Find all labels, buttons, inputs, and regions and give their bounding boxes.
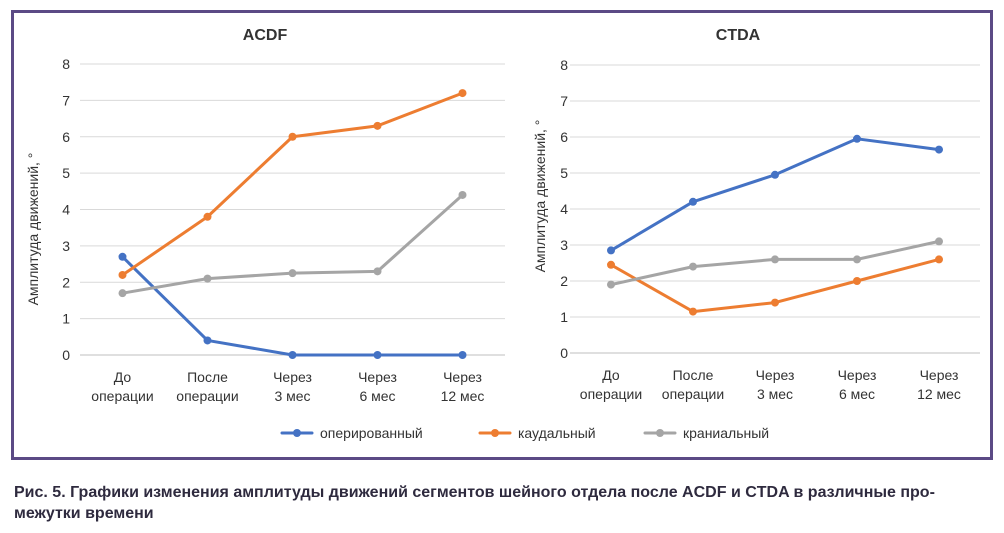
- data-point: [935, 145, 943, 154]
- data-point: [853, 255, 861, 264]
- x-tick-label: Через: [920, 367, 959, 383]
- x-tick-label: До: [114, 369, 132, 385]
- x-tick-label: 6 мес: [839, 386, 875, 402]
- y-tick-label: 5: [62, 165, 70, 181]
- data-point: [118, 270, 127, 279]
- legend-marker: [491, 429, 499, 437]
- legend-label: каудальный: [518, 425, 596, 441]
- chart-1: ACDF Амплитуда движений, ° 0 1 2 3 4 5 6 7 8 До опер…: [25, 27, 505, 404]
- data-point: [771, 170, 779, 179]
- chart-title: ACDF: [243, 27, 288, 44]
- data-point: [373, 267, 382, 276]
- data-point: [771, 255, 779, 264]
- y-tick-label: 7: [560, 93, 568, 109]
- x-tick-label: операции: [91, 388, 153, 404]
- legend-marker: [293, 429, 301, 437]
- x-tick-label: Через: [358, 369, 397, 385]
- y-tick-label: 1: [560, 309, 568, 325]
- data-point: [935, 255, 943, 264]
- data-point: [689, 262, 697, 271]
- data-point: [373, 121, 382, 130]
- data-point: [771, 298, 779, 307]
- y-tick-label: 0: [560, 345, 568, 361]
- y-axis-label: Амплитуда движений, °: [532, 120, 548, 273]
- data-point: [689, 307, 697, 316]
- series-line: [609, 137, 941, 252]
- caption-line-2: межутки времени: [14, 505, 154, 522]
- series-line: [121, 91, 464, 277]
- data-point: [607, 280, 615, 289]
- data-point: [288, 132, 297, 141]
- data-point: [203, 336, 212, 345]
- x-tick-label: После: [187, 369, 228, 385]
- data-point: [373, 351, 382, 359]
- y-tick-label: 8: [560, 57, 568, 73]
- y-tick-label: 6: [560, 129, 568, 145]
- x-tick-label: Через: [443, 369, 482, 385]
- x-tick-label: 3 мес: [274, 388, 310, 404]
- x-tick-label: До: [602, 367, 620, 383]
- data-point: [689, 197, 697, 206]
- legend-label: краниальный: [683, 425, 769, 441]
- y-tick-label: 3: [62, 238, 70, 254]
- x-tick-label: 6 мес: [359, 388, 395, 404]
- x-tick-label: После: [673, 367, 714, 383]
- x-tick-label: операции: [662, 386, 724, 402]
- y-tick-label: 2: [560, 273, 568, 289]
- data-point: [288, 351, 297, 359]
- figure-caption: Рис. 5. Графики изменения амплитуды движ…: [14, 482, 990, 524]
- chart-2: CTDA Амплитуда движений, ° 0 1 2 3 4 5 6 7 8 До опер…: [532, 27, 980, 402]
- y-tick-label: 1: [62, 311, 70, 327]
- data-point: [118, 252, 127, 261]
- data-point: [853, 134, 861, 143]
- data-point: [203, 274, 212, 283]
- figure-frame: [11, 10, 993, 460]
- data-point: [118, 289, 127, 298]
- x-tick-label: Через: [756, 367, 795, 383]
- legend-item: каудальный: [478, 425, 596, 441]
- x-tick-label: 12 мес: [441, 388, 485, 404]
- x-tick-label: 12 мес: [917, 386, 961, 402]
- x-tick-label: операции: [176, 388, 238, 404]
- legend: оперированный каудальный краниальный: [280, 425, 769, 441]
- y-tick-label: 4: [560, 201, 568, 217]
- data-point: [203, 212, 212, 221]
- y-tick-label: 2: [62, 274, 70, 290]
- legend-marker: [656, 429, 664, 437]
- data-point: [458, 190, 467, 199]
- legend-item: оперированный: [280, 425, 423, 441]
- legend-label: оперированный: [320, 425, 423, 441]
- y-tick-label: 4: [62, 202, 70, 218]
- data-point: [458, 351, 467, 359]
- x-tick-label: 3 мес: [757, 386, 793, 402]
- data-point: [607, 260, 615, 269]
- y-tick-label: 0: [62, 347, 70, 363]
- data-point: [458, 89, 467, 98]
- x-tick-label: Через: [273, 369, 312, 385]
- charts-canvas: ACDF Амплитуда движений, ° 0 1 2 3 4 5 6 7 8 До опер…: [25, 27, 980, 441]
- y-tick-label: 8: [62, 56, 70, 72]
- y-axis-label: Амплитуда движений, °: [25, 153, 41, 306]
- data-point: [853, 277, 861, 285]
- data-point: [935, 237, 943, 246]
- x-tick-label: операции: [580, 386, 642, 402]
- y-tick-label: 7: [62, 92, 70, 108]
- y-tick-label: 5: [560, 165, 568, 181]
- caption-line-1: Рис. 5. Графики изменения амплитуды движ…: [14, 484, 935, 501]
- chart-title: CTDA: [716, 27, 761, 44]
- data-point: [607, 246, 615, 255]
- data-point: [288, 269, 297, 278]
- x-tick-label: Через: [838, 367, 877, 383]
- y-tick-label: 6: [62, 129, 70, 145]
- legend-item: краниальный: [643, 425, 769, 441]
- y-tick-label: 3: [560, 237, 568, 253]
